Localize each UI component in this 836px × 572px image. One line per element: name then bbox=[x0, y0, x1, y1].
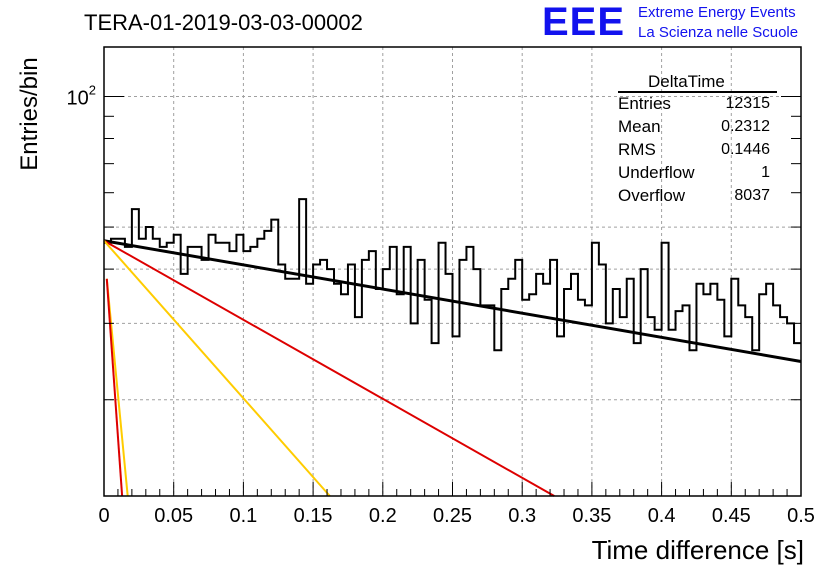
stat-label-entries: Entries bbox=[618, 94, 671, 113]
stat-value-mean: 0.2312 bbox=[721, 118, 770, 135]
x-tick-label: 0.2 bbox=[369, 505, 397, 527]
stat-label-overflow: Overflow bbox=[618, 186, 686, 205]
x-tick-label: 0.1 bbox=[229, 505, 257, 527]
stats-divider bbox=[618, 91, 777, 93]
stats-box-title: DeltaTime bbox=[648, 72, 725, 91]
x-tick-label: 0.05 bbox=[154, 505, 193, 527]
x-tick-label: 0 bbox=[98, 505, 109, 527]
plot-title: TERA-01-2019-03-03-00002 bbox=[84, 10, 363, 35]
stat-label-rms: RMS bbox=[618, 140, 656, 159]
stat-value-underflow: 1 bbox=[761, 164, 770, 181]
stat-label-underflow: Underflow bbox=[618, 163, 695, 182]
stat-value-overflow: 8037 bbox=[734, 187, 770, 204]
fit-line-1 bbox=[103, 239, 555, 497]
x-tick-label: 0.3 bbox=[508, 505, 536, 527]
x-tick-label: 0.15 bbox=[294, 505, 333, 527]
fit-line-4 bbox=[105, 278, 124, 497]
fit-line-2 bbox=[103, 240, 331, 497]
x-tick-label: 0.35 bbox=[572, 505, 611, 527]
logo-line-2: La Scienza nelle Scuole bbox=[638, 24, 799, 41]
logo-line-1: Extreme Energy Events bbox=[638, 4, 796, 21]
x-tick-label: 0.5 bbox=[787, 505, 815, 527]
y-axis-label: Entries/bin bbox=[16, 57, 43, 171]
stat-value-entries: 12315 bbox=[725, 95, 771, 112]
x-tick-label: 0.45 bbox=[712, 505, 751, 527]
fit-line-0 bbox=[103, 239, 802, 363]
x-tick-label: 0.4 bbox=[648, 505, 676, 527]
stat-value-rms: 0.1446 bbox=[721, 141, 770, 158]
stat-label-mean: Mean bbox=[618, 117, 661, 136]
x-tick-label: 0.25 bbox=[433, 505, 472, 527]
x-axis-label: Time difference [s] bbox=[591, 535, 804, 565]
y-tick-label: 102 bbox=[67, 82, 96, 109]
histogram-series bbox=[104, 198, 801, 352]
eee-logo: EEE bbox=[542, 0, 626, 44]
